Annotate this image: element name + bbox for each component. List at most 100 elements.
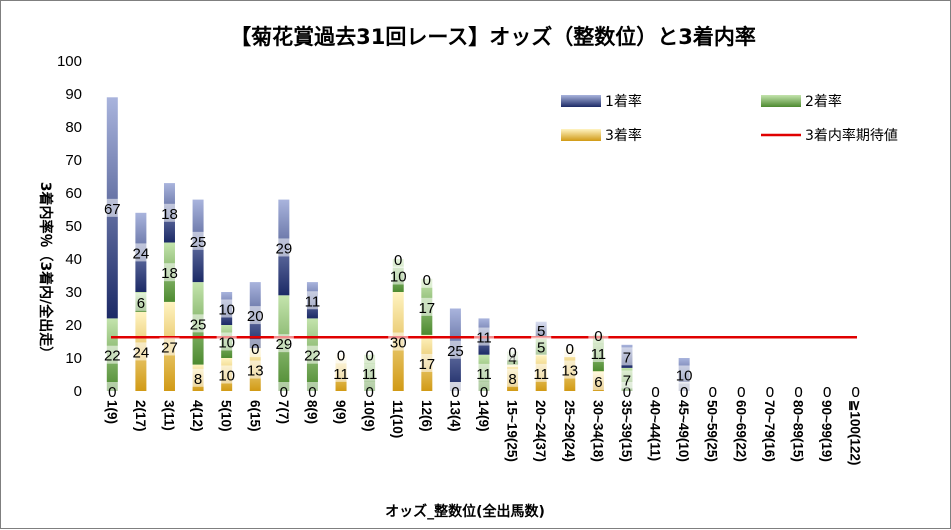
x-tick-label: 45~49(10) (676, 400, 691, 462)
data-label: 67 (104, 201, 121, 218)
data-label-bg (588, 372, 609, 391)
data-label-bg (216, 299, 237, 318)
data-label: 8 (508, 371, 516, 388)
x-axis-title: オッズ_整数位(全出馬数) (385, 503, 545, 520)
data-label: 7 (623, 372, 631, 389)
x-tick-label: 15~19(25) (505, 400, 520, 462)
data-label: 0 (108, 384, 116, 401)
data-label-bg (130, 243, 151, 262)
data-label-bg (416, 269, 437, 288)
data-label-bg (502, 368, 523, 387)
x-tick-label: 20~24(37) (533, 400, 548, 462)
data-label: 25 (447, 343, 464, 360)
x-tick-label: 12(6) (419, 400, 434, 432)
data-label-bg (302, 345, 323, 364)
data-label: 30 (390, 335, 407, 352)
x-tick-label: 35~39(15) (619, 400, 634, 462)
x-tick-label: 90~99(19) (819, 400, 834, 462)
x-tick-label: 14(9) (476, 400, 491, 432)
data-label: 0 (737, 384, 745, 401)
data-label-bg (388, 266, 409, 285)
data-label: 0 (594, 328, 602, 345)
data-label: 0 (365, 348, 373, 365)
y-tick-label: 30 (65, 284, 82, 301)
x-tick-label: 7(7) (276, 400, 291, 424)
data-label-bg (588, 344, 609, 363)
data-label-bg (817, 382, 838, 400)
data-label: 22 (104, 348, 121, 365)
data-label-bg (130, 292, 151, 311)
y-tick-label: 40 (65, 251, 82, 268)
y-tick-label: 0 (74, 383, 82, 400)
data-label: 10 (218, 302, 235, 319)
x-tick-label: 4(12) (190, 400, 205, 432)
legend-swatch (761, 95, 801, 107)
data-label-bg (388, 332, 409, 351)
data-label: 29 (276, 240, 293, 257)
data-label-bg (102, 382, 123, 400)
data-label-bg (416, 297, 437, 316)
data-label: 25 (190, 316, 207, 333)
legend-swatch (561, 95, 601, 107)
data-labels: 0226724624271818825251010101302002929022… (102, 198, 866, 401)
y-tick-label: 50 (65, 218, 82, 235)
data-label: 17 (418, 356, 435, 373)
data-label-bg (273, 238, 294, 257)
x-tick-label: 11(10) (390, 400, 405, 438)
data-label-bg (616, 370, 637, 389)
data-label-bg (845, 382, 866, 400)
data-label-bg (759, 382, 780, 400)
data-label-bg (702, 382, 723, 400)
data-label: 11 (476, 366, 492, 383)
x-tick-label: 9(9) (333, 400, 348, 424)
data-label-bg (216, 332, 237, 351)
data-label: 0 (566, 341, 574, 358)
data-label-bg (359, 345, 380, 364)
x-tick-label: 50~59(25) (705, 400, 720, 462)
data-label-bg (531, 363, 552, 382)
data-label: 0 (365, 384, 373, 401)
data-label-bg (788, 382, 809, 400)
data-label: 11 (533, 366, 549, 383)
legend-label: 1着率 (605, 93, 642, 110)
y-tick-label: 20 (65, 317, 82, 334)
data-label: 0 (451, 384, 459, 401)
data-label-bg (388, 250, 409, 268)
chart-title: 【菊花賞過去31回レース】オッズ（整数位）と3着内率 (230, 25, 756, 49)
data-label: 11 (362, 366, 378, 383)
x-tick-label: 13(4) (447, 400, 462, 432)
data-label: 0 (766, 384, 774, 401)
data-label: 10 (218, 368, 235, 385)
data-label: 0 (308, 384, 316, 401)
data-label: 11 (591, 346, 607, 363)
data-label: 10 (218, 335, 235, 352)
legend: 1着率 2着率 3着率 3着内率期待値 (561, 93, 898, 144)
data-label-bg (188, 314, 209, 333)
data-label: 0 (852, 384, 860, 401)
x-tick-label: 60~69(22) (733, 400, 748, 462)
data-label-bg (245, 306, 266, 325)
data-label: 0 (423, 272, 431, 289)
y-tick-label: 100 (57, 53, 82, 70)
data-label-bg (159, 263, 180, 282)
data-label: 17 (418, 300, 435, 317)
data-label-bg (130, 342, 151, 361)
data-label-bg (359, 363, 380, 382)
x-tick-label: 5(10) (219, 400, 234, 432)
y-tick-label: 80 (65, 119, 82, 136)
x-tick-label: 1(9) (104, 400, 119, 424)
data-label-bg (188, 368, 209, 387)
data-label-bg (216, 365, 237, 384)
data-label-bg (559, 360, 580, 379)
data-label: 24 (133, 344, 150, 361)
data-label: 10 (676, 368, 693, 385)
y-axis-title: 3着内率％（3着内/全出走） (37, 182, 54, 361)
data-label-bg (245, 339, 266, 358)
x-tick-label: 80~89(15) (791, 400, 806, 462)
data-label-bg (474, 327, 494, 346)
data-label: 0 (508, 344, 516, 361)
data-label: 0 (337, 348, 345, 365)
data-label: 13 (247, 363, 264, 380)
